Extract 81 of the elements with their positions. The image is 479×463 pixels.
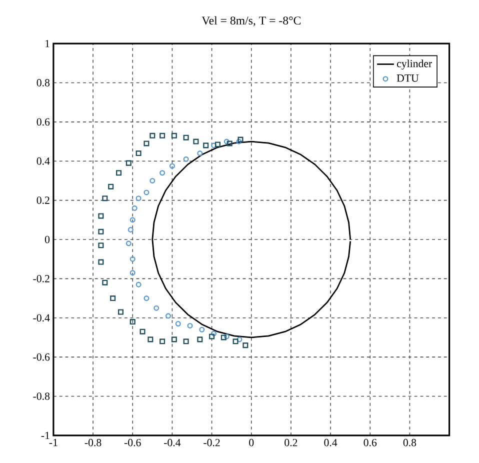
point: [98, 259, 104, 265]
x-tick-label: 0: [249, 438, 254, 446]
legend-label: cylinder: [396, 60, 432, 70]
point: [144, 140, 150, 146]
point: [197, 150, 203, 156]
y-tick-label: 0.2: [36, 196, 50, 204]
point: [183, 156, 189, 162]
point: [98, 228, 104, 234]
point: [183, 338, 189, 344]
point: [169, 163, 175, 169]
y-tick-label: -1: [41, 432, 50, 439]
point: [224, 138, 230, 144]
point: [128, 226, 134, 232]
point: [211, 330, 217, 336]
point: [175, 320, 181, 326]
point: [165, 313, 172, 319]
point: [242, 342, 248, 348]
x-tick-label: 0.6: [364, 438, 377, 446]
point: [224, 334, 230, 340]
x-tick-label: 0.8: [403, 438, 416, 446]
x-tick-label: -0.4: [164, 438, 181, 446]
point: [211, 142, 217, 148]
point: [193, 138, 199, 144]
y-tick-label: 0: [44, 236, 50, 244]
point: [102, 196, 108, 202]
x-tick-label: -0.2: [204, 438, 220, 446]
point: [126, 160, 132, 166]
point: [102, 280, 108, 286]
y-tick-label: -0.6: [33, 353, 50, 361]
point: [144, 190, 150, 196]
y-tick-label: -0.8: [33, 392, 50, 400]
point: [130, 270, 136, 276]
point: [98, 242, 104, 248]
line-series: [152, 140, 352, 338]
point: [110, 295, 116, 301]
point: [154, 305, 160, 311]
x-tick-label: -0.6: [124, 438, 141, 446]
y-tick-label: 0.8: [36, 78, 50, 86]
point: [236, 336, 242, 342]
y-tick-label: 0.6: [36, 118, 50, 126]
point: [140, 328, 146, 334]
point: [136, 196, 142, 202]
point: [214, 142, 220, 148]
point: [232, 338, 238, 344]
point: [199, 326, 205, 332]
y-tick-label: 0.4: [36, 157, 50, 165]
y-tick-label: -0.2: [33, 274, 50, 282]
point: [130, 318, 136, 324]
point: [150, 132, 156, 138]
point: [130, 256, 136, 262]
point: [150, 178, 156, 184]
point: [126, 240, 132, 246]
point: [144, 295, 150, 301]
point: [203, 142, 209, 148]
x-tick-label: 0.4: [324, 438, 338, 446]
chart-title: Vel = 8m/s, T = -8°C: [202, 16, 301, 26]
x-tick-label: -0.8: [84, 438, 102, 446]
legend-label: DTU: [396, 74, 419, 82]
point: [148, 336, 154, 342]
point: [118, 309, 124, 315]
point: [226, 140, 232, 146]
point: [136, 282, 142, 288]
point: [132, 205, 138, 211]
point: [160, 170, 166, 176]
point: [136, 150, 142, 156]
point: [197, 336, 203, 342]
y-tick-label: -0.4: [33, 314, 50, 322]
point: [171, 132, 177, 138]
point: [160, 338, 166, 344]
point: [116, 170, 122, 176]
point: [130, 217, 136, 223]
point: [209, 334, 215, 340]
point: [108, 184, 114, 190]
y-tick-label: 1: [46, 40, 50, 48]
x-tick-label: 0.2: [284, 438, 298, 446]
point: [98, 213, 104, 219]
point: [183, 134, 189, 140]
point: [160, 132, 166, 138]
point: [220, 334, 226, 340]
point: [187, 322, 193, 328]
point: [171, 336, 177, 342]
